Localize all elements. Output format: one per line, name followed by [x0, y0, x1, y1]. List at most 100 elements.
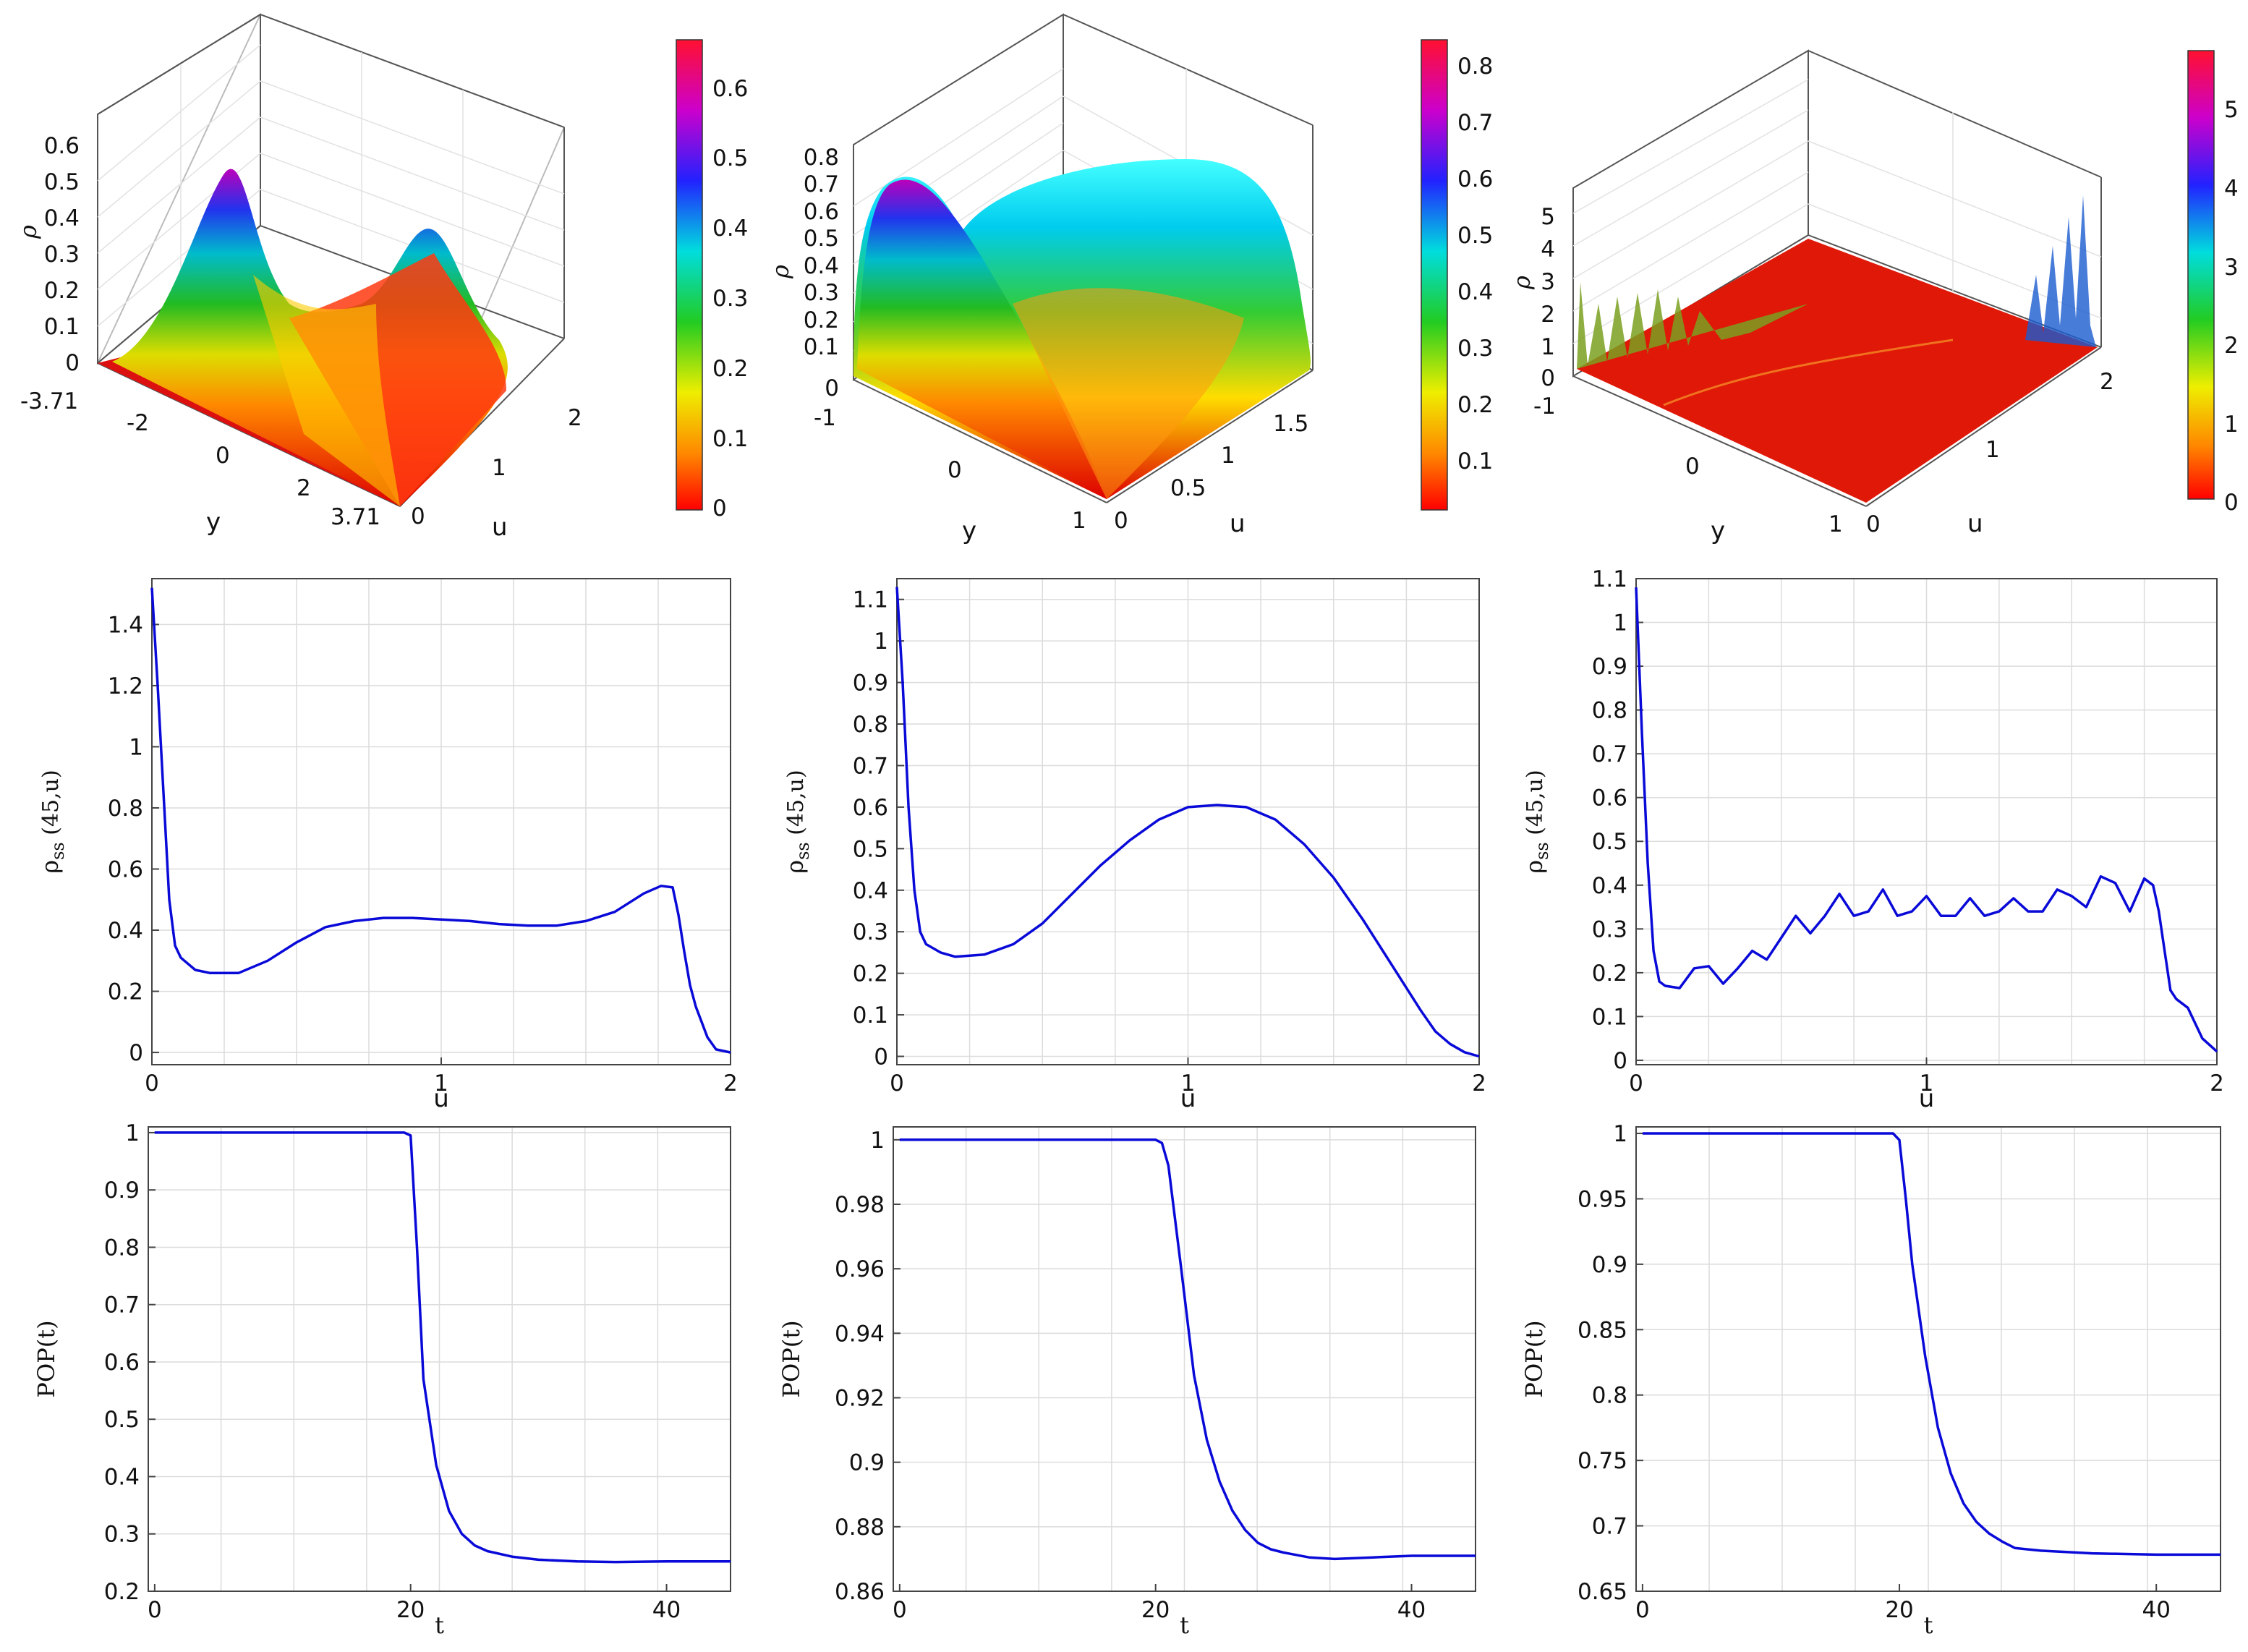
x-tick-label: 1 — [434, 1070, 448, 1097]
y-tick-label: 0.65 — [1578, 1579, 1627, 1605]
y-tick-label: 1 — [1613, 1121, 1627, 1147]
colorbar-tick-label: 0.5 — [1457, 223, 1493, 249]
y-tick-label: 0.6 — [104, 1350, 140, 1376]
y-tick-label: 0 — [1866, 511, 1881, 537]
x-axis-label: u — [1180, 1084, 1196, 1113]
z-tick-label: 0.3 — [44, 242, 80, 268]
colorbar-tick-label: 3 — [2224, 255, 2239, 281]
surface-panel-3 — [1572, 49, 2215, 507]
y-tick-label: 0.3 — [1592, 916, 1627, 942]
y-axis-label-main: ρ — [36, 860, 64, 874]
plot-frame — [1635, 1126, 2221, 1592]
x-axis-label: u — [1919, 1084, 1935, 1113]
z-axis-label: ρ — [1508, 276, 1536, 290]
x-tick-label: 2 — [297, 475, 311, 501]
x-tick-label: 0 — [890, 1070, 904, 1097]
y-tick-label: 0 — [411, 503, 425, 529]
y-tick-label: 1.5 — [1273, 411, 1308, 437]
y-axis-label: u — [1230, 509, 1246, 538]
y-tick-label: 0 — [1114, 508, 1128, 534]
z-tick-label: 0.1 — [804, 334, 839, 360]
y-tick-label: 1 — [870, 1128, 885, 1154]
y-tick-label: 1 — [492, 455, 506, 481]
colorbar-tick-label: 0.7 — [1457, 110, 1493, 136]
y-tick-label: 0 — [874, 1044, 888, 1070]
x-tick-label: 3.71 — [331, 504, 380, 530]
colorbar-tick-label: 0.8 — [1457, 54, 1493, 80]
y-tick-label: 2 — [2100, 369, 2114, 395]
y-tick-label: 1 — [1985, 437, 2000, 463]
y-tick-label: 0.7 — [1592, 741, 1627, 767]
y-axis-label: POP(t) — [778, 1320, 805, 1397]
y-tick-label: 0.4 — [1592, 873, 1627, 899]
line-chart-r3c3: 0.65 0.7 0.75 0.8 0.85 0.9 0.95 1 0 20 40 t POP(t) — [1520, 1121, 2221, 1639]
z-tick-label: 0.6 — [44, 133, 80, 159]
x-tick-label: 2 — [723, 1070, 738, 1097]
y-tick-label: 1.1 — [1592, 566, 1627, 592]
x-axis-label: y — [962, 516, 976, 545]
z-tick-label: 0.8 — [804, 145, 839, 171]
y-tick-label: 0.3 — [853, 919, 888, 945]
line-chart-r3c2: 0.86 0.88 0.9 0.92 0.94 0.96 0.98 1 0 20 40 t POP(t) — [778, 1126, 1476, 1639]
x-axis-label: t — [435, 1611, 444, 1639]
x-tick-label: 0 — [1685, 454, 1700, 480]
z-tick-label: 0 — [65, 350, 80, 376]
x-axis-label: y — [1711, 516, 1725, 545]
colorbar-tick-label: 0.3 — [712, 286, 748, 312]
z-tick-label: 5 — [1541, 204, 1555, 230]
y-axis-label-rest: (45,u) — [783, 770, 809, 842]
colorbar — [1421, 39, 1448, 511]
y-axis-label-sub: ss — [48, 842, 68, 860]
y-tick-label: 1 — [1613, 610, 1627, 636]
z-tick-label: 4 — [1541, 237, 1555, 263]
colorbar-tick-label: 0.4 — [712, 216, 748, 242]
x-tick-label: -1 — [1533, 393, 1556, 420]
z-tick-label: 0.5 — [44, 169, 80, 195]
x-tick-label: 2 — [2210, 1070, 2224, 1097]
y-axis-label-sub: ss — [793, 842, 813, 860]
x-tick-label: 1 — [1828, 511, 1843, 537]
y-tick-label: 1 — [1221, 443, 1235, 469]
y-tick-label: 0.5 — [1592, 829, 1627, 855]
colorbar-tick-label: 0.6 — [712, 76, 748, 102]
colorbar-tick-label: 0.1 — [712, 426, 748, 452]
y-axis-label-main: ρ — [781, 860, 809, 874]
y-axis-label-rest: (45,u) — [1523, 770, 1548, 842]
x-tick-label: 1 — [1072, 508, 1086, 534]
y-tick-label: 0.1 — [1592, 1004, 1627, 1030]
x-tick-label: -2 — [127, 410, 149, 436]
y-tick-label: 0.6 — [1592, 785, 1627, 812]
x-tick-label: 0 — [948, 457, 962, 483]
y-tick-label: 0.92 — [835, 1386, 885, 1412]
y-tick-label: 0.7 — [104, 1293, 140, 1319]
colorbar-tick-label: 0.4 — [1457, 279, 1493, 305]
y-tick-label: 0.9 — [853, 670, 888, 697]
y-tick-label: 0.5 — [853, 836, 888, 862]
z-tick-label: 0.3 — [804, 280, 839, 306]
x-tick-label: 0 — [893, 1597, 907, 1623]
y-tick-label: 0.7 — [853, 753, 888, 779]
surface-3-ticks: 5 4 3 2 1 0 ρ -1 0 1 y 0 1 2 u 0 1 2 3 4… — [1508, 97, 2239, 545]
y-axis-label: POP(t) — [33, 1320, 60, 1397]
y-tick-label: 0.98 — [835, 1192, 885, 1218]
y-tick-label: 2 — [568, 405, 582, 431]
y-tick-label: 0.1 — [853, 1002, 888, 1029]
y-tick-label: 0.5 — [104, 1407, 140, 1433]
y-tick-label: 0.95 — [1578, 1186, 1627, 1212]
y-axis-label: u — [492, 513, 508, 542]
x-tick-label: 0 — [145, 1070, 159, 1097]
y-tick-label: 0.88 — [835, 1515, 885, 1541]
series-line — [895, 587, 1480, 1058]
z-tick-label: 0.2 — [804, 307, 839, 333]
colorbar-tick-label: 0 — [2224, 490, 2239, 516]
colorbar-tick-label: 2 — [2224, 333, 2239, 359]
line-chart-r2c3: 0 0.1 0.2 0.3 0.4 0.5 0.6 0.7 0.8 0.9 1 1.1 0 1 2 u ρss … — [1520, 566, 2224, 1113]
surface-2-ticks: 0.8 0.7 0.6 0.5 0.4 0.3 0.2 0.1 0 ρ -1 0… — [767, 54, 1493, 545]
x-tick-label: 0 — [216, 443, 230, 469]
y-tick-label: 0 — [1613, 1048, 1627, 1074]
x-tick-label: 40 — [1397, 1597, 1426, 1623]
y-tick-label: 0.96 — [835, 1256, 885, 1282]
colorbar-tick-label: 0.2 — [712, 356, 748, 382]
